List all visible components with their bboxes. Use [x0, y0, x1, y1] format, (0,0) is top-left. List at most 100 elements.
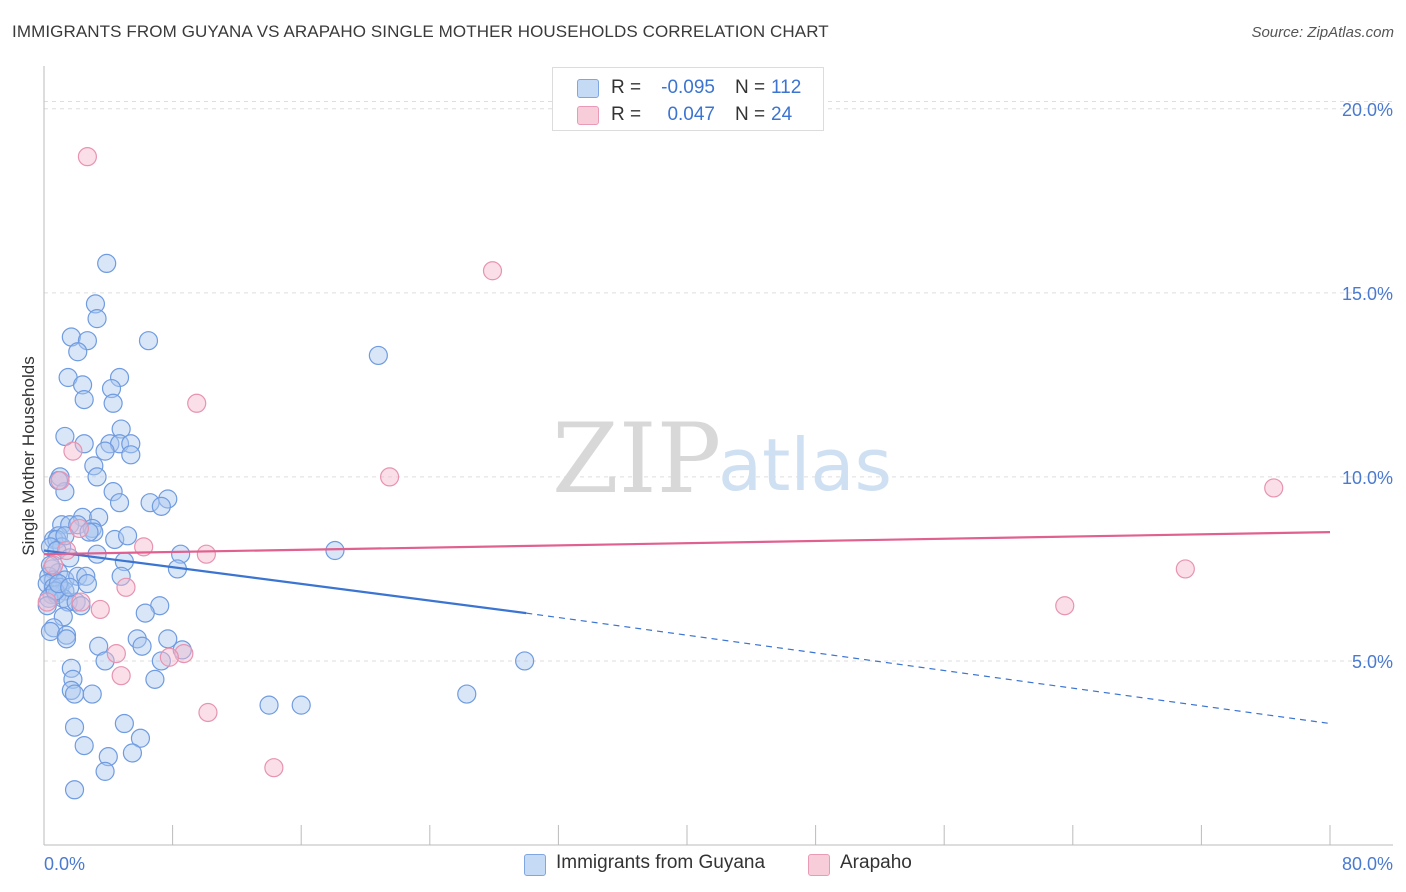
legend-r-value: -0.095 [661, 77, 715, 98]
arapaho-point [1264, 478, 1284, 498]
arapaho-point [77, 147, 98, 167]
x-tick-label-max: 80.0% [1342, 854, 1393, 874]
guyana-point [151, 496, 171, 516]
arapaho-trend-line [43, 531, 1331, 556]
guyana-point [259, 695, 279, 715]
guyana-point [117, 526, 138, 546]
x-tick-label-min: 0.0% [44, 854, 85, 874]
axes [43, 66, 1393, 846]
guyana-point [55, 426, 75, 447]
y-tick-label: 10.0% [1342, 468, 1393, 488]
source-label: Source: ZipAtlas.com [1251, 24, 1394, 41]
guyana-point [84, 522, 104, 542]
guyana-point [109, 367, 130, 388]
guyana-point [95, 651, 115, 671]
guyana-point [103, 482, 123, 502]
guyana-point [105, 529, 125, 550]
guyana-point [89, 507, 109, 527]
arapaho-point [1175, 559, 1195, 579]
guyana-point [122, 743, 143, 763]
guyana-point [60, 577, 80, 597]
arapaho-point [159, 647, 179, 667]
guyana-point [145, 669, 165, 689]
guyana-point [64, 684, 85, 704]
arapaho-point [37, 592, 57, 612]
guyana-point [74, 434, 94, 454]
guyana-point [103, 393, 123, 413]
guyana-point [87, 309, 107, 329]
arapaho-points [37, 147, 1284, 778]
arapaho-point [50, 470, 70, 491]
legend-swatch-blue [577, 79, 599, 98]
guyana-trend-line [43, 549, 527, 615]
bottom-legend-swatch-pink [808, 854, 830, 876]
guyana-point [114, 713, 134, 734]
trend-lines [43, 531, 1331, 725]
arapaho-point [69, 518, 89, 539]
guyana-point [132, 636, 152, 656]
y-tick-label: 20.0% [1342, 100, 1393, 120]
bottom-legend-swatch-blue [524, 854, 546, 876]
guyana-point [457, 684, 477, 704]
guyana-point [87, 467, 107, 487]
legend-swatch-pink [577, 106, 599, 125]
y-tick-label: 15.0% [1342, 284, 1393, 304]
guyana-points [37, 253, 535, 800]
guyana-point [74, 390, 94, 410]
guyana-point [101, 378, 122, 399]
guyana-point [82, 684, 102, 704]
arapaho-point [198, 702, 218, 723]
guyana-point [56, 629, 77, 649]
arapaho-point [44, 555, 64, 575]
guyana-point [68, 566, 88, 586]
guyana-point [97, 253, 117, 274]
bottom-legend-label-arapaho: Arapaho [840, 852, 912, 873]
guyana-point [121, 445, 141, 465]
guyana-point [111, 566, 131, 586]
arapaho-point [90, 599, 110, 620]
guyana-point [95, 441, 115, 461]
correlation-legend: R = -0.095 N = 112 R = 0.047 N = 24 [552, 67, 824, 131]
guyana-point [72, 375, 93, 395]
arapaho-point [264, 758, 284, 778]
guyana-point [64, 780, 85, 800]
legend-n-label: N = [735, 104, 766, 125]
guyana-point [515, 651, 535, 671]
arapaho-point [187, 393, 207, 413]
arapaho-point [196, 544, 216, 564]
legend-n-label: N = [735, 77, 766, 98]
legend-n-value: 24 [771, 104, 793, 125]
bottom-legend-label-guyana: Immigrants from Guyana [556, 852, 766, 873]
guyana-trend-extension [526, 612, 1331, 725]
guyana-point [121, 434, 141, 454]
arapaho-point [116, 577, 136, 597]
guyana-point [79, 522, 99, 542]
y-axis-label: Single Mother Households [19, 356, 38, 555]
arapaho-point [106, 643, 126, 664]
guyana-point [48, 574, 69, 594]
arapaho-point [482, 261, 503, 281]
arapaho-point [111, 666, 131, 686]
guyana-point [40, 621, 61, 642]
guyana-point [84, 456, 104, 476]
guyana-point [109, 493, 130, 513]
guyana-point [158, 489, 178, 509]
guyana-point [53, 607, 73, 627]
legend-r-label: R = [611, 104, 642, 125]
arapaho-point [63, 441, 83, 461]
guyana-point [111, 419, 131, 439]
guyana-point [64, 717, 85, 737]
guyana-point [325, 540, 345, 561]
guyana-point [61, 680, 81, 701]
guyana-point [291, 695, 311, 715]
guyana-point [138, 331, 159, 351]
legend-r-label: R = [611, 77, 642, 98]
guyana-point [77, 331, 98, 351]
guyana-point [135, 603, 155, 623]
legend-r-value: 0.047 [667, 104, 715, 125]
arapaho-point [56, 540, 77, 561]
arapaho-point [1055, 596, 1075, 616]
guyana-point [74, 736, 94, 756]
guyana-point [68, 342, 88, 362]
